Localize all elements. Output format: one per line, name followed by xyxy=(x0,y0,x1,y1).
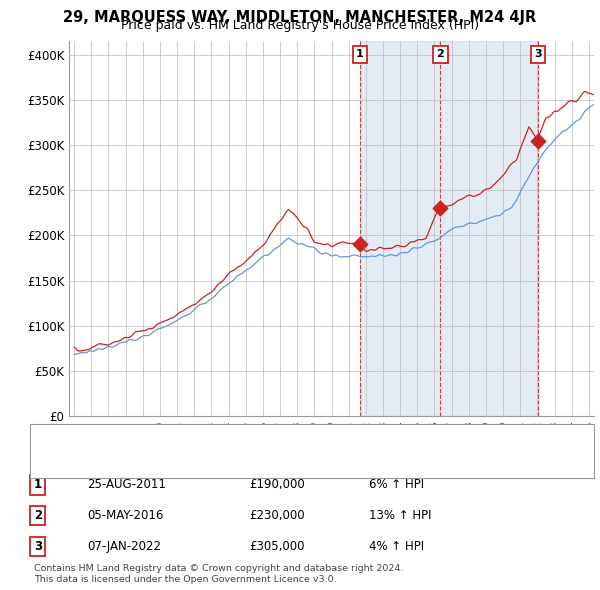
Text: £190,000: £190,000 xyxy=(249,478,305,491)
Text: This data is licensed under the Open Government Licence v3.0.: This data is licensed under the Open Gov… xyxy=(34,575,337,584)
Text: £230,000: £230,000 xyxy=(249,509,305,522)
Text: 25-AUG-2011: 25-AUG-2011 xyxy=(87,478,166,491)
Text: Price paid vs. HM Land Registry's House Price Index (HPI): Price paid vs. HM Land Registry's House … xyxy=(121,19,479,32)
Text: 2: 2 xyxy=(34,509,42,522)
Text: Contains HM Land Registry data © Crown copyright and database right 2024.: Contains HM Land Registry data © Crown c… xyxy=(34,565,404,573)
Text: 05-MAY-2016: 05-MAY-2016 xyxy=(87,509,163,522)
Text: —: — xyxy=(45,431,63,449)
Text: 2: 2 xyxy=(437,50,445,60)
Text: HPI: Average price, detached house, Rochdale: HPI: Average price, detached house, Roch… xyxy=(74,458,326,468)
Text: 29, MARQUESS WAY, MIDDLETON, MANCHESTER, M24 4JR: 29, MARQUESS WAY, MIDDLETON, MANCHESTER,… xyxy=(64,10,536,25)
Text: £305,000: £305,000 xyxy=(249,540,305,553)
Text: 29, MARQUESS WAY, MIDDLETON, MANCHESTER, M24 4JR (detached house): 29, MARQUESS WAY, MIDDLETON, MANCHESTER,… xyxy=(74,435,490,445)
Text: 1: 1 xyxy=(356,50,364,60)
Text: 3: 3 xyxy=(34,540,42,553)
Text: 13% ↑ HPI: 13% ↑ HPI xyxy=(369,509,431,522)
Point xyxy=(533,136,542,145)
Text: 6% ↑ HPI: 6% ↑ HPI xyxy=(369,478,424,491)
Text: 3: 3 xyxy=(534,50,542,60)
Text: 07-JAN-2022: 07-JAN-2022 xyxy=(87,540,161,553)
Bar xyxy=(360,41,538,416)
Text: 1: 1 xyxy=(34,478,42,491)
Point xyxy=(355,240,365,249)
Point xyxy=(436,204,445,213)
Text: —: — xyxy=(45,454,63,472)
Text: 4% ↑ HPI: 4% ↑ HPI xyxy=(369,540,424,553)
